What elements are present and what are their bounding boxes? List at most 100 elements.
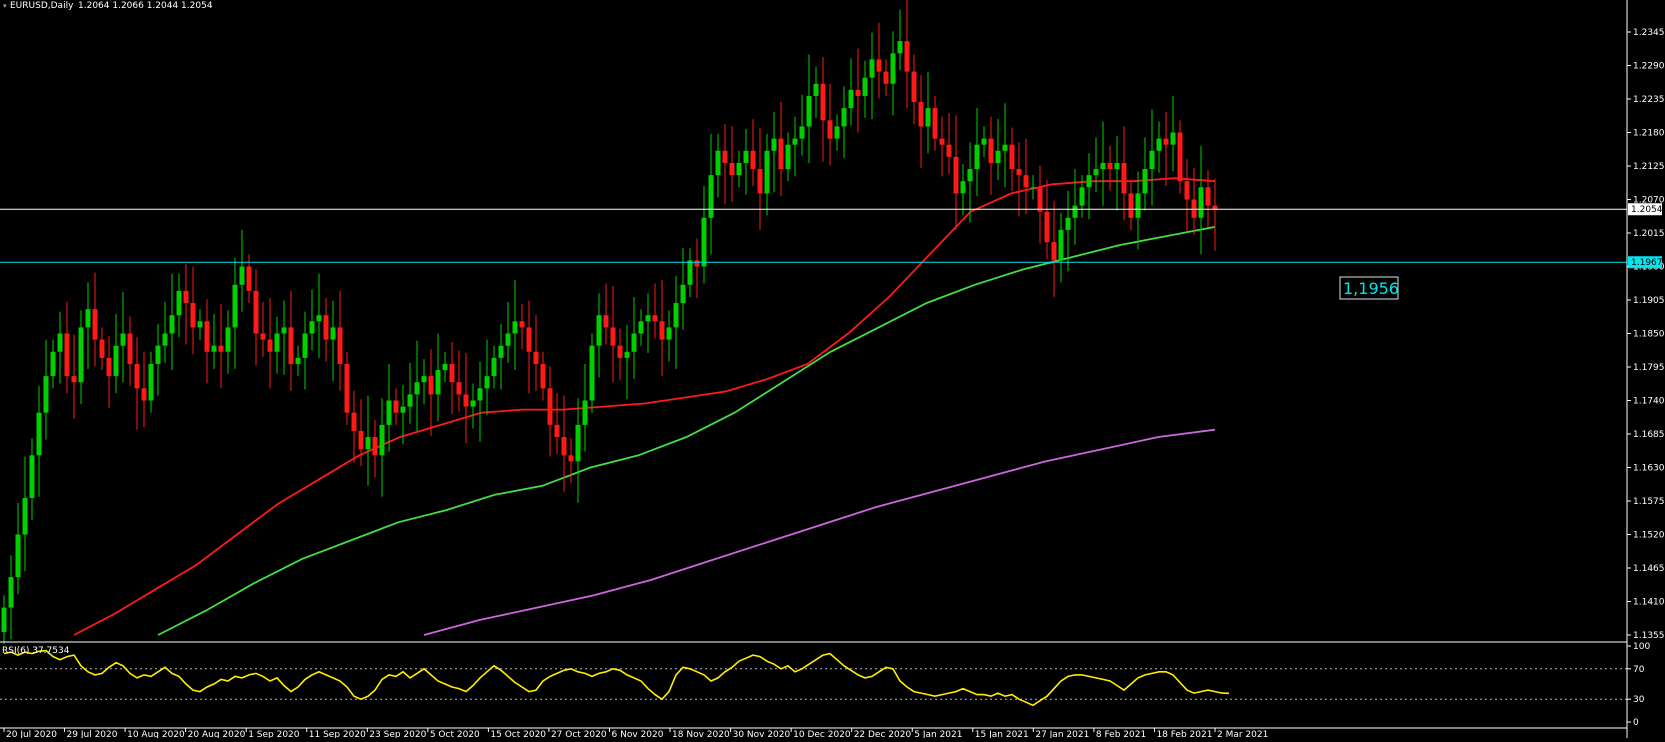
candle-body (463, 394, 469, 407)
candle-body (477, 388, 483, 401)
candle-body (659, 321, 665, 340)
candle-body (1128, 193, 1134, 218)
candle-body (169, 315, 175, 334)
candle-body (946, 144, 952, 157)
price-axis[interactable]: 1.23451.22901.22351.21801.21251.20701.20… (1627, 28, 1665, 641)
candle-body (141, 388, 147, 401)
candle-body (36, 412, 42, 456)
time-tick-label: 6 Nov 2020 (612, 730, 664, 738)
candle-body (764, 150, 770, 194)
candle-body (456, 382, 462, 395)
price-tick-label: 1.2070 (1633, 196, 1665, 206)
time-tick-label: 27 Jan 2021 (1035, 730, 1089, 738)
candle-body (988, 138, 994, 163)
rsi-line (3, 649, 1230, 707)
rsi-tick-label: 70 (1633, 665, 1645, 675)
candle-body (750, 150, 756, 170)
candle-body (22, 497, 28, 535)
candle-body (85, 309, 91, 328)
candle-body (162, 333, 168, 346)
current-price-label: 1.2054 (1631, 205, 1663, 215)
candle-body (204, 321, 210, 352)
candle-body (673, 303, 679, 328)
candle-body (435, 370, 441, 395)
candle-body (904, 41, 910, 72)
rsi-tick-label: 0 (1633, 718, 1639, 728)
candle-body (15, 534, 21, 578)
price-plot-area[interactable]: 1,1956 (0, 0, 1627, 645)
time-tick-label: 5 Jan 2021 (914, 730, 962, 738)
candle-body (855, 89, 861, 96)
candle-body (974, 144, 980, 170)
candle-body (1, 607, 7, 632)
candle-body (407, 394, 413, 407)
candle-body (1086, 175, 1092, 188)
candle-body (1093, 169, 1099, 176)
rsi-title: RSI(6) 37.7534 (2, 646, 70, 656)
time-tick-label: 18 Feb 2021 (1156, 730, 1212, 738)
time-tick-label: 18 Nov 2020 (672, 730, 730, 738)
candle-body (883, 71, 889, 84)
candle-body (442, 363, 448, 371)
price-annotation[interactable]: 1,1956 (1339, 276, 1399, 300)
ma-line-path (73, 177, 1216, 636)
time-tick-label: 20 Jul 2020 (6, 730, 57, 738)
candle-body (561, 437, 567, 456)
candle-body (1184, 181, 1190, 200)
candle-body (337, 327, 343, 364)
candle-body (827, 120, 833, 139)
candle-body (330, 327, 336, 340)
time-tick-label: 10 Aug 2020 (127, 730, 185, 738)
candle-body (29, 455, 35, 498)
price-tick-label: 1.1575 (1633, 497, 1665, 507)
candle-body (519, 321, 525, 328)
candle-body (967, 169, 973, 182)
candle-body (820, 83, 826, 121)
candle-body (547, 388, 553, 425)
rsi-plot-area[interactable]: RSI(6) 37.7534 (0, 646, 1627, 707)
candle-body (638, 321, 644, 334)
price-tick-label: 1.1795 (1633, 363, 1665, 373)
candle-body (1121, 162, 1127, 194)
candle-body (694, 260, 700, 267)
candle-body (43, 376, 49, 413)
price-tick-label: 1.2235 (1633, 95, 1665, 105)
candle-body (736, 162, 742, 176)
candle-body (190, 303, 196, 328)
candle-body (939, 138, 945, 145)
candle-body (848, 89, 854, 109)
candle-body (232, 284, 238, 328)
time-axis[interactable]: 20 Jul 2020 29 Jul 2020 10 Aug 2020 20 Aug … (3, 728, 1268, 740)
time-tick-label: 11 Sep 2020 (309, 730, 366, 738)
candle-body (288, 327, 294, 364)
candle-body (344, 363, 350, 413)
candle-body (351, 412, 357, 431)
candle-body (176, 290, 182, 316)
candle-body (575, 424, 581, 462)
candle-body (8, 577, 14, 608)
candle-body (687, 260, 693, 285)
time-tick-label: 22 Dec 2020 (854, 730, 912, 738)
candle-body (1051, 242, 1057, 261)
candle-body (1030, 187, 1036, 189)
candle-body (610, 327, 616, 346)
candle-body (323, 315, 329, 340)
candle-body (680, 284, 686, 304)
candle-body (1107, 162, 1113, 170)
candle-body (596, 315, 602, 346)
candle-body (1100, 162, 1106, 170)
candle-body (127, 333, 133, 364)
candle-body (449, 363, 455, 383)
annotation-box (1339, 276, 1399, 300)
candle-body (834, 126, 840, 139)
collapse-arrow-icon[interactable]: ▾ (3, 2, 7, 10)
candle-body (1072, 205, 1078, 218)
candle-body (631, 333, 637, 352)
candle-body (372, 437, 378, 456)
candle-body (386, 400, 392, 425)
candle-body (981, 138, 987, 145)
rsi-axis[interactable]: 100 70 30 0 (1627, 642, 1650, 728)
time-tick-label: 2 Mar 2021 (1217, 730, 1268, 738)
candle-body (498, 345, 504, 358)
